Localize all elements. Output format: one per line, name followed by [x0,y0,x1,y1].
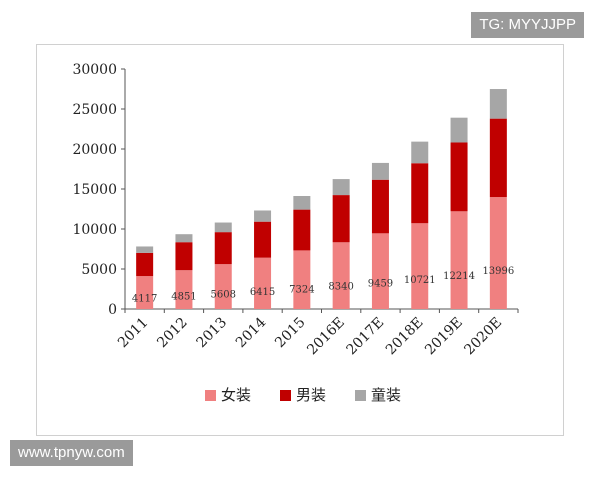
data-label: 4117 [132,293,157,304]
bar-segment [332,242,350,309]
bar-segment [371,162,389,180]
legend-swatch [355,390,366,401]
data-label: 6415 [250,287,275,298]
data-labels: 4117 4851 5608 6415 7324 8340 9459 10721 12214 13… [132,266,514,305]
legend-swatch [205,390,216,401]
x-tick-label: 2013 [194,315,231,352]
data-label: 9459 [368,279,393,290]
bar-segment [489,89,507,119]
bar-segment [214,232,232,265]
x-tick-label: 2015 [272,315,309,352]
bar-segment [411,223,429,309]
y-tick-label: 0 [108,302,117,318]
y-tick-label: 5000 [81,262,117,278]
legend-label: 男装 [296,386,326,404]
chart-frame [36,44,564,436]
bar-segment [489,197,507,309]
bar-segment [489,118,507,198]
y-tick-label: 10000 [72,222,117,238]
data-label: 4851 [171,291,196,302]
watermark-top: TG: MYYJJPP [471,12,584,38]
x-tick-label: 2020E [461,315,505,359]
legend-label: 女装 [221,386,251,404]
bar-segment [254,221,272,258]
bar-segment [293,250,311,309]
bar-segment [293,209,311,251]
bar-segment [450,142,468,212]
y-tick-label: 30000 [72,62,117,78]
bars [136,89,507,309]
x-tick-label: 2016E [304,315,348,359]
bar-segment [175,270,193,309]
bar-segment [371,233,389,309]
watermark-bottom: www.tpnyw.com [10,440,133,466]
bar-segment [450,117,468,143]
bar-segment [214,222,232,233]
x-tick-label: 2019E [422,315,466,359]
data-label: 12214 [443,271,475,282]
data-label: 7324 [289,284,314,295]
bar-segment [411,141,429,164]
bar-segment [136,276,154,309]
bar-segment [332,195,350,243]
bar-segment [136,246,154,253]
bar-segment [214,264,232,309]
data-label: 5608 [211,289,236,300]
legend-label: 童装 [371,386,401,404]
x-tick-label: 2018E [383,315,427,359]
bar-segment [254,210,272,222]
bar-segment [175,234,193,243]
data-label: 8340 [328,282,353,293]
x-tick-label: 2014 [233,314,270,351]
bar-segment [450,211,468,309]
bar-segment [175,242,193,271]
x-tick-label: 2017E [344,315,388,359]
data-label: 10721 [404,275,436,286]
bar-segment [332,179,350,196]
bar-segment [411,163,429,224]
bar-segment [371,179,389,234]
y-tick-label: 25000 [72,102,117,118]
y-tick-label: 15000 [72,182,117,198]
bar-segment [293,196,311,210]
bar-segment [254,257,272,309]
data-label: 13996 [482,266,514,277]
bar-segment [136,252,154,277]
x-tick-label: 2012 [154,315,191,352]
y-tick-label: 20000 [72,142,117,158]
legend: 女装 男装 童装 [205,386,401,404]
x-tick-label: 2011 [115,315,152,352]
legend-swatch [280,390,291,401]
